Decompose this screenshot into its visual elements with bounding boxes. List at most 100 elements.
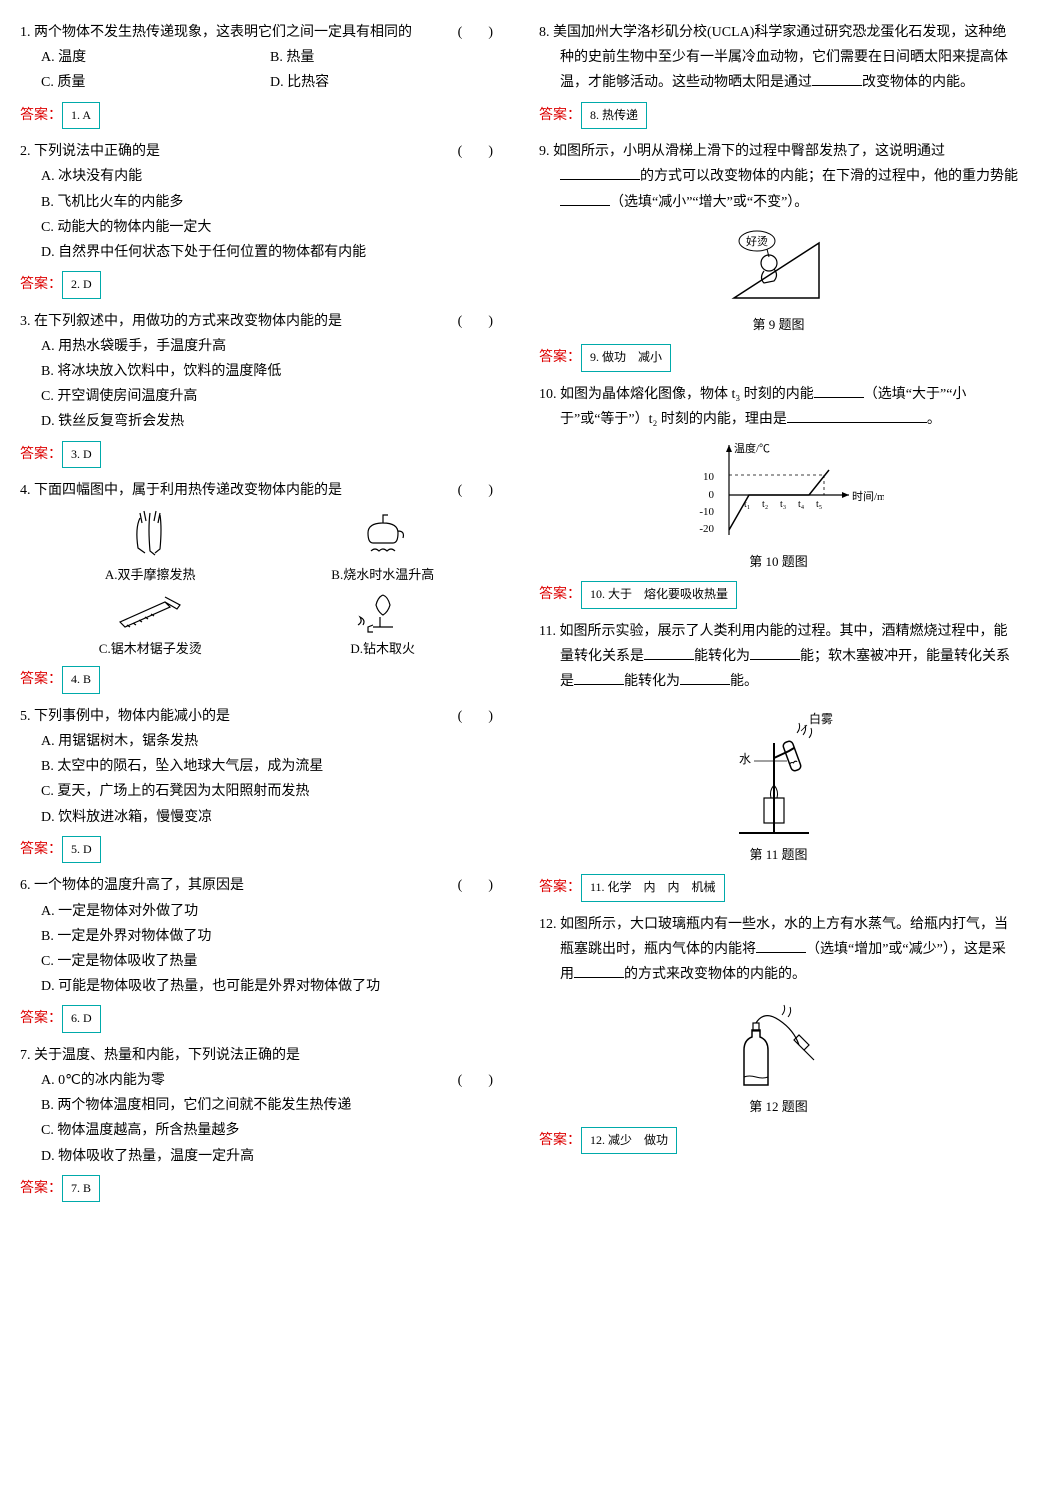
q9-c: （选填“减小”“增大”或“不变”）。 [610, 195, 808, 210]
answer-12-box: 12. 减少 做功 [581, 1127, 677, 1155]
q9-stem: 9. 如图所示，小明从滑梯上滑下的过程中臀部发热了，这说明通过的方式可以改变物体… [539, 139, 1018, 215]
answer-11: 答案：11. 化学 内 内 机械 [539, 874, 1018, 902]
blank [812, 71, 862, 86]
blank [574, 963, 624, 978]
q3-optA: A. 用热水袋暖手，手温度升高 [41, 334, 499, 359]
q6-optD: D. 可能是物体吸收了热量，也可能是外界对物体做了功 [41, 974, 499, 999]
answer-1: 答案：1. A [20, 102, 499, 130]
q5-stem: 5. 下列事例中，物体内能减小的是( ) [20, 704, 499, 729]
tube-heating-icon: 白雾 水 [709, 703, 849, 843]
q8-b: 改变物体的内能。 [862, 75, 974, 90]
answer-11-box: 11. 化学 内 内 机械 [581, 874, 725, 902]
q5-optA: A. 用锯锯树木，锯条发热 [41, 729, 499, 754]
answer-label: 答案： [20, 108, 62, 123]
q2-optC: C. 动能大的物体内能一定大 [41, 215, 499, 240]
q10-stem: 10. 如图为晶体熔化图像，物体 t₃ 时刻的内能（选填“大于”“小于”或“等于… [539, 382, 1018, 432]
q10-figure: 温度/℃ 时间/min 10 0 -10 -20 t₁ t₂ t₃ t₄ t₅ … [539, 440, 1018, 573]
q7-text: 7. 关于温度、热量和内能，下列说法正确的是 [20, 1048, 300, 1063]
answer-10-box: 10. 大于 熔化要吸收热量 [581, 581, 737, 609]
q6-optC: C. 一定是物体吸收了热量 [41, 949, 499, 974]
bottle-pump-icon [724, 995, 834, 1095]
q6-stem: 6. 一个物体的温度升高了，其原因是 ( ) [20, 873, 499, 898]
question-6: 6. 一个物体的温度升高了，其原因是 ( ) A. 一定是物体对外做了功 B. 一… [20, 873, 499, 999]
q3-optC: C. 开空调使房间温度升高 [41, 384, 499, 409]
answer-4: 答案：4. B [20, 666, 499, 694]
question-4: 4. 下面四幅图中，属于利用热传递改变物体内能的是( ) A.双手摩擦发热 B.… [20, 478, 499, 660]
q2-optA: A. 冰块没有内能 [41, 164, 499, 189]
q3-stem: 3. 在下列叙述中，用做功的方式来改变物体内能的是( ) [20, 309, 499, 334]
answer-2-box: 2. D [62, 271, 101, 299]
q7-optC: C. 物体温度越高，所含热量越多 [41, 1118, 499, 1143]
xtick-t3: t₃ [780, 499, 786, 510]
q1-optB: B. 热量 [270, 45, 499, 70]
q11-stem: 11. 如图所示实验，展示了人类利用内能的过程。其中，酒精燃烧过程中，能量转化关… [539, 619, 1018, 695]
q9-figure: 好烫 第 9 题图 [539, 223, 1018, 336]
question-11: 11. 如图所示实验，展示了人类利用内能的过程。其中，酒精燃烧过程中，能量转化关… [539, 619, 1018, 866]
q4-capB: B.烧水时水温升高 [267, 563, 500, 586]
answer-label: 答案： [20, 672, 62, 687]
answer-label: 答案： [20, 447, 62, 462]
label-water: 水 [739, 752, 751, 766]
ytick-10: 10 [703, 471, 715, 483]
answer-label: 答案： [539, 350, 581, 365]
blank [756, 938, 806, 953]
paren: ( ) [479, 139, 499, 164]
q6-text: 6. 一个物体的温度升高了，其原因是 [20, 878, 244, 893]
paren: ( ) [479, 704, 499, 729]
answer-1-box: 1. A [62, 102, 100, 130]
q4-capC: C.锯木材锯子发烫 [34, 637, 267, 660]
xlabel: 时间/min [852, 490, 884, 503]
q6-optA: A. 一定是物体对外做了功 [41, 899, 499, 924]
blank [560, 165, 640, 180]
drill-fire-icon [348, 587, 418, 637]
answer-7: 答案：7. B [20, 1175, 499, 1203]
question-5: 5. 下列事例中，物体内能减小的是( ) A. 用锯锯树木，锯条发热 B. 太空… [20, 704, 499, 830]
paren: ( ) [479, 873, 499, 898]
blank [680, 670, 730, 685]
answer-7-box: 7. B [62, 1175, 100, 1203]
ytick-n20: -20 [699, 523, 714, 535]
q10-a: 10. 如图为晶体熔化图像，物体 t₃ 时刻的内能 [539, 387, 814, 402]
paren: ( ) [479, 309, 499, 334]
blank [814, 383, 864, 398]
q12-stem: 12. 如图所示，大口玻璃瓶内有一些水，水的上方有水蒸气。给瓶内打气，当瓶塞跳出… [539, 912, 1018, 988]
answer-6: 答案：6. D [20, 1005, 499, 1033]
q5-optD: D. 饮料放进冰箱，慢慢变凉 [41, 805, 499, 830]
q6-optB: B. 一定是外界对物体做了功 [41, 924, 499, 949]
q2-optD: D. 自然界中任何状态下处于任何位置的物体都有内能 [41, 240, 499, 265]
q1-stem: 1. 两个物体不发生热传递现象，这表明它们之间一定具有相同的( ) [20, 20, 499, 45]
q12-figure: 第 12 题图 [539, 995, 1018, 1118]
answer-5-box: 5. D [62, 836, 101, 864]
answer-12: 答案：12. 减少 做功 [539, 1127, 1018, 1155]
question-7: 7. 关于温度、热量和内能，下列说法正确的是 ( ) A. 0℃的冰内能为零 B… [20, 1043, 499, 1169]
answer-3-box: 3. D [62, 441, 101, 469]
blank [787, 408, 927, 423]
q11-caption: 第 11 题图 [539, 843, 1018, 866]
q4-figC: C.锯木材锯子发烫 [34, 587, 267, 660]
bubble-text: 好烫 [746, 234, 768, 248]
q4-figA: A.双手摩擦发热 [34, 503, 267, 586]
question-9: 9. 如图所示，小明从滑梯上滑下的过程中臀部发热了，这说明通过的方式可以改变物体… [539, 139, 1018, 336]
q4-stem: 4. 下面四幅图中，属于利用热传递改变物体内能的是( ) [20, 478, 499, 503]
q4-figB: B.烧水时水温升高 [267, 503, 500, 586]
answer-4-box: 4. B [62, 666, 100, 694]
question-3: 3. 在下列叙述中，用做功的方式来改变物体内能的是( ) A. 用热水袋暖手，手… [20, 309, 499, 435]
kettle-icon [353, 503, 413, 563]
q3-optD: D. 铁丝反复弯折会发热 [41, 409, 499, 434]
answer-9: 答案：9. 做功 减小 [539, 344, 1018, 372]
q11-d: 能转化为 [624, 674, 680, 689]
q7-optA: A. 0℃的冰内能为零 [41, 1068, 499, 1093]
answer-label: 答案： [539, 1133, 581, 1148]
melting-chart: 温度/℃ 时间/min 10 0 -10 -20 t₁ t₂ t₃ t₄ t₅ [674, 440, 884, 550]
xtick-t2: t₂ [762, 499, 768, 510]
answer-label: 答案： [20, 1181, 62, 1196]
q10-caption: 第 10 题图 [539, 550, 1018, 573]
question-12: 12. 如图所示，大口玻璃瓶内有一些水，水的上方有水蒸气。给瓶内打气，当瓶塞跳出… [539, 912, 1018, 1119]
ytick-0: 0 [708, 489, 714, 501]
slide-icon: 好烫 [719, 223, 839, 313]
q1-optD: D. 比热容 [270, 70, 499, 95]
q1-optC: C. 质量 [41, 70, 270, 95]
q9-caption: 第 9 题图 [539, 313, 1018, 336]
answer-8-box: 8. 热传递 [581, 102, 647, 130]
answer-label: 答案： [539, 880, 581, 895]
